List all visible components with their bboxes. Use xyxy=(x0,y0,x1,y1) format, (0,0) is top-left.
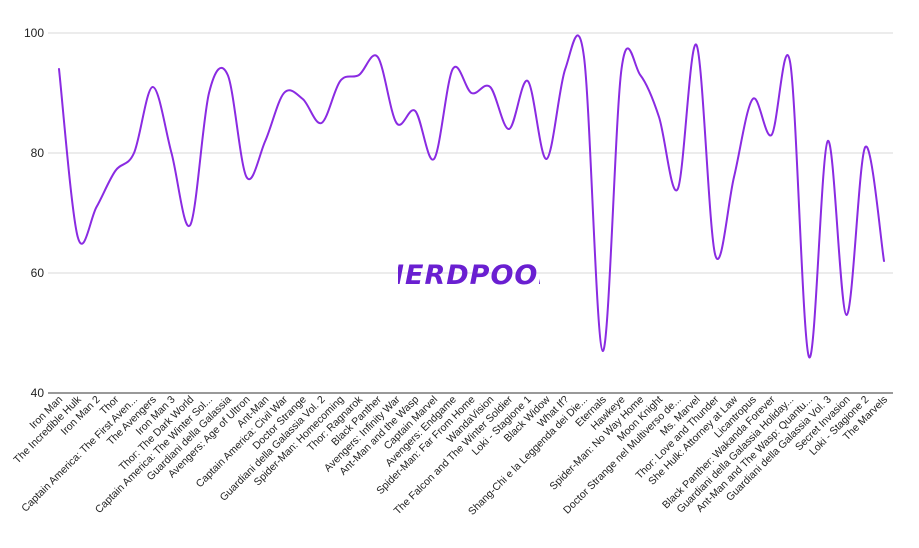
series-line xyxy=(58,34,885,359)
y-axis-tick-labels: 40 60 80 100 xyxy=(24,26,44,400)
nerdpool-logo-text: NERDPOOL xyxy=(398,260,540,291)
nerdpool-logo: NERDPOOL xyxy=(381,252,555,296)
gridlines xyxy=(48,32,893,394)
y-tick-label: 40 xyxy=(31,386,45,400)
y-tick-label: 60 xyxy=(31,266,45,280)
series-layer xyxy=(58,34,885,359)
y-tick-label: 100 xyxy=(24,26,44,40)
y-tick-label: 80 xyxy=(31,146,45,160)
